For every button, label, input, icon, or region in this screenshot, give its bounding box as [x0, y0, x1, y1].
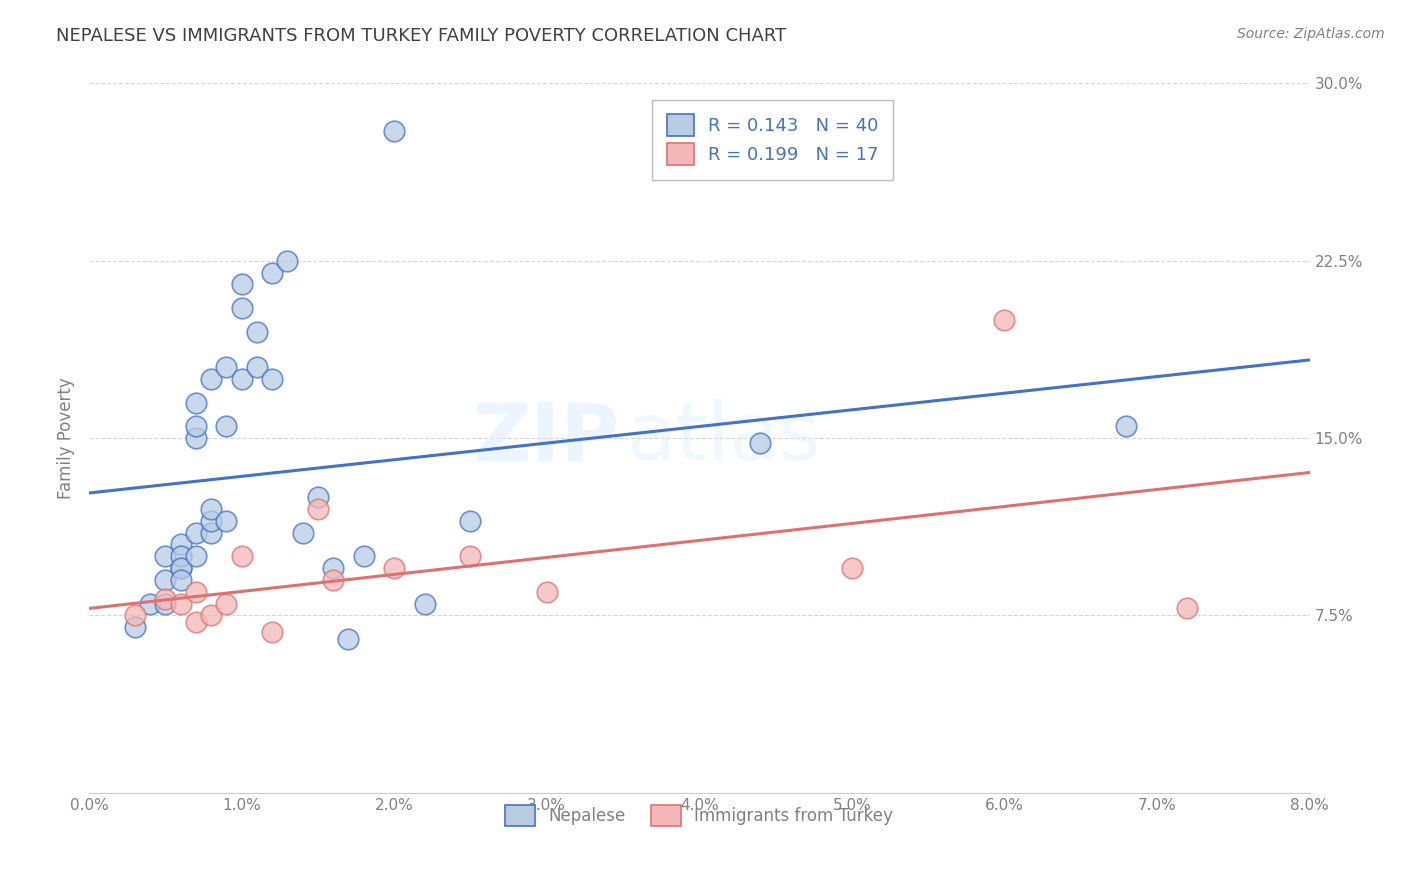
- Point: [169, 561, 191, 575]
- Point: [155, 591, 177, 606]
- Point: [413, 597, 436, 611]
- Point: [184, 419, 207, 434]
- Point: [262, 266, 284, 280]
- Text: Source: ZipAtlas.com: Source: ZipAtlas.com: [1237, 27, 1385, 41]
- Point: [169, 549, 191, 564]
- Point: [215, 597, 238, 611]
- Point: [322, 561, 344, 575]
- Point: [231, 549, 253, 564]
- Point: [382, 561, 405, 575]
- Point: [246, 360, 269, 375]
- Point: [200, 514, 222, 528]
- Point: [155, 573, 177, 587]
- Point: [262, 372, 284, 386]
- Point: [322, 573, 344, 587]
- Point: [215, 514, 238, 528]
- Point: [231, 372, 253, 386]
- Point: [184, 525, 207, 540]
- Point: [841, 561, 863, 575]
- Point: [1115, 419, 1137, 434]
- Text: atlas: atlas: [626, 399, 821, 477]
- Point: [460, 514, 482, 528]
- Point: [215, 360, 238, 375]
- Point: [382, 124, 405, 138]
- Point: [200, 502, 222, 516]
- Point: [246, 325, 269, 339]
- Point: [124, 608, 146, 623]
- Point: [139, 597, 162, 611]
- Point: [200, 608, 222, 623]
- Point: [155, 549, 177, 564]
- Point: [124, 620, 146, 634]
- Point: [184, 615, 207, 630]
- Text: ZIP: ZIP: [472, 399, 620, 477]
- Legend: Nepalese, Immigrants from Turkey: Nepalese, Immigrants from Turkey: [498, 797, 901, 834]
- Point: [307, 490, 329, 504]
- Point: [155, 597, 177, 611]
- Point: [169, 561, 191, 575]
- Point: [184, 431, 207, 445]
- Y-axis label: Family Poverty: Family Poverty: [58, 377, 75, 499]
- Point: [169, 537, 191, 551]
- Point: [200, 372, 222, 386]
- Point: [231, 301, 253, 315]
- Point: [169, 573, 191, 587]
- Point: [200, 525, 222, 540]
- Point: [993, 313, 1015, 327]
- Point: [291, 525, 314, 540]
- Point: [184, 584, 207, 599]
- Point: [184, 395, 207, 409]
- Point: [276, 253, 298, 268]
- Point: [353, 549, 375, 564]
- Point: [307, 502, 329, 516]
- Point: [262, 624, 284, 639]
- Point: [460, 549, 482, 564]
- Text: NEPALESE VS IMMIGRANTS FROM TURKEY FAMILY POVERTY CORRELATION CHART: NEPALESE VS IMMIGRANTS FROM TURKEY FAMIL…: [56, 27, 786, 45]
- Point: [337, 632, 360, 646]
- Point: [1177, 601, 1199, 615]
- Point: [169, 597, 191, 611]
- Point: [184, 549, 207, 564]
- Point: [215, 419, 238, 434]
- Point: [536, 584, 558, 599]
- Point: [231, 277, 253, 292]
- Point: [749, 435, 772, 450]
